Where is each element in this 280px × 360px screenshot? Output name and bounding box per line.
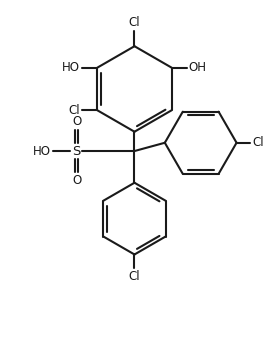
Text: HO: HO [62,61,80,74]
Text: HO: HO [33,144,51,158]
Text: OH: OH [189,61,207,74]
Text: Cl: Cl [129,16,140,29]
Text: Cl: Cl [252,136,264,149]
Text: Cl: Cl [129,270,140,283]
Text: Cl: Cl [69,104,80,117]
Text: S: S [72,144,81,158]
Text: O: O [72,115,81,128]
Text: O: O [72,174,81,187]
